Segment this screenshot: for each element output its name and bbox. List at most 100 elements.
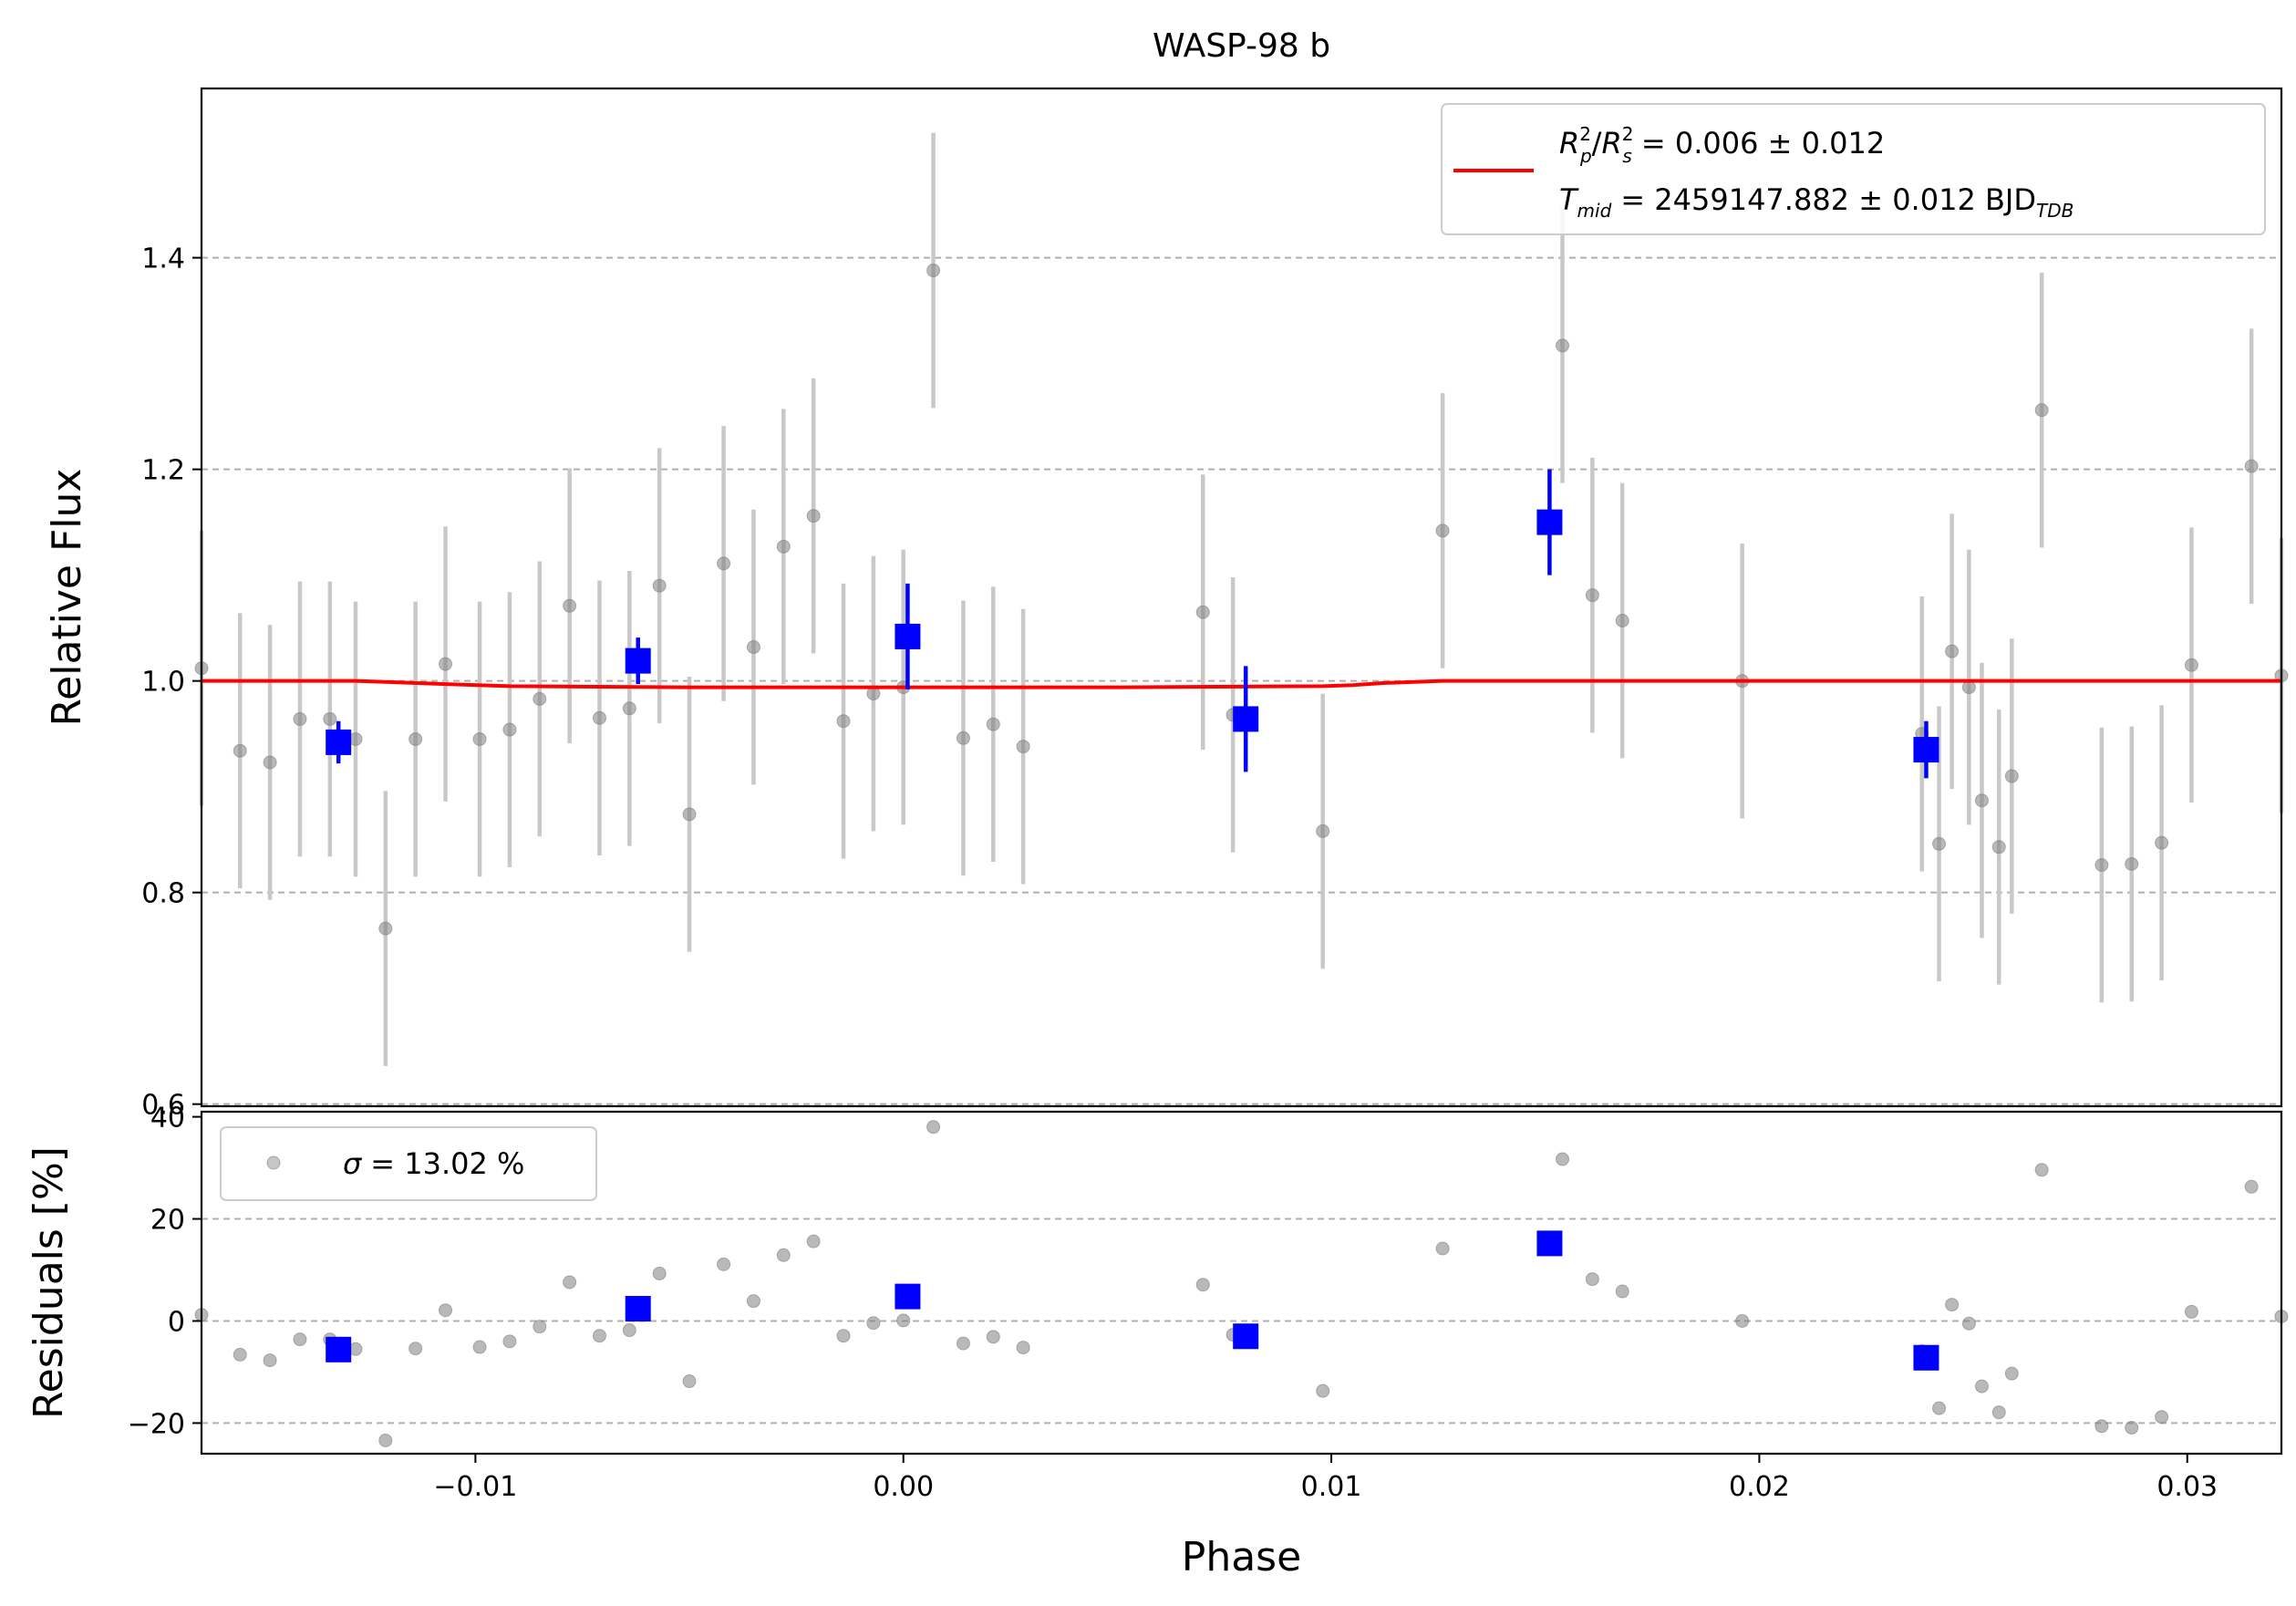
flux-raw-point	[1974, 793, 1989, 808]
phase-x-tick-label: 0.03	[2156, 1471, 2218, 1503]
flux-raw-point	[2004, 769, 2019, 783]
flux-raw-point	[1945, 644, 1960, 658]
flux-raw-point	[533, 691, 547, 706]
residuals-raw-point	[592, 1329, 606, 1343]
flux-y-tick-label: 1.4	[141, 243, 185, 275]
residuals-raw-point	[2094, 1419, 2109, 1434]
residuals-raw-point	[1556, 1152, 1570, 1166]
flux-raw-point	[2125, 856, 2139, 871]
residuals-raw-point	[2004, 1366, 2019, 1381]
flux-y-tick-label: 1.0	[141, 667, 185, 699]
flux-raw-point	[2244, 459, 2259, 473]
residuals-raw-point	[986, 1330, 1000, 1344]
flux-raw-point	[233, 743, 247, 758]
flux-raw-point	[472, 731, 487, 746]
flux-raw-point	[682, 807, 697, 822]
residuals-raw-point	[1974, 1379, 1989, 1394]
flux-panel: 0.60.81.01.21.4 WASP-98 b Relative Flux …	[44, 27, 2289, 1122]
flux-raw-point	[806, 509, 821, 523]
flux-binned-point	[1536, 509, 1563, 535]
phase-x-tick-label: 0.02	[1729, 1471, 1790, 1503]
residuals-raw-point	[896, 1313, 911, 1328]
flux-raw-point	[956, 730, 970, 745]
legend-rp-symbol: R	[1559, 126, 1579, 161]
flux-y-tick-label: 1.2	[141, 455, 185, 487]
legend-tdb-sub: TDB	[2036, 200, 2074, 222]
flux-raw-point	[652, 578, 667, 593]
legend-sigma-entry: σ = 13.02 %	[343, 1146, 524, 1181]
flux-raw-point	[1961, 680, 1976, 695]
legend-t-sub: mid	[1577, 200, 1612, 222]
flux-raw-point	[409, 731, 423, 746]
flux-raw-point	[2094, 858, 2109, 873]
flux-raw-point	[1932, 836, 1947, 851]
residuals-raw-point	[806, 1234, 821, 1249]
residuals-raw-point	[836, 1329, 851, 1343]
residuals-raw-point	[233, 1347, 247, 1362]
flux-legend: R2 p/R2 s = 0.006 ± 0.012 Tmid = 2459147.882…	[1441, 103, 2266, 235]
residuals-y-tick-label: −20	[128, 1408, 185, 1440]
residuals-y-tick-label: 40	[150, 1103, 185, 1135]
residuals-raw-point	[926, 1120, 941, 1135]
residuals-raw-point	[378, 1433, 393, 1447]
legend-tmid-entry: Tmid = 2459147.882 ± 0.012 BJDTDB	[1559, 182, 2074, 222]
flux-raw-point	[1556, 338, 1570, 353]
phase-x-tick-label: 0.00	[873, 1471, 934, 1503]
flux-raw-point	[1016, 740, 1030, 754]
legend-depth-value: = 0.006 ± 0.012	[1641, 126, 1885, 161]
legend-sigma-value: = 13.02 %	[370, 1146, 524, 1181]
residuals-raw-point	[563, 1275, 577, 1290]
flux-axes-frame	[200, 87, 2283, 1108]
residuals-legend: σ = 13.02 %	[220, 1126, 597, 1201]
residuals-raw-point	[472, 1340, 487, 1354]
legend-raw-marker	[266, 1155, 281, 1170]
flux-raw-point	[986, 717, 1000, 731]
chart-title: WASP-98 b	[1153, 27, 1330, 65]
legend-rs-sub: s	[1622, 145, 1631, 167]
residuals-binned-point	[1233, 1323, 1259, 1350]
residuals-raw-point	[1316, 1383, 1330, 1398]
residuals-raw-points	[194, 1120, 2289, 1447]
flux-raw-point	[1195, 605, 1210, 619]
residuals-raw-point	[1991, 1405, 2006, 1420]
flux-y-axis-label: Relative Flux	[44, 469, 90, 727]
legend-t-symbol: T	[1559, 182, 1579, 217]
legend-rs-sup: 2	[1622, 123, 1634, 145]
residuals-raw-point	[1016, 1341, 1030, 1355]
flux-raw-point	[1316, 824, 1330, 838]
residuals-raw-point	[533, 1320, 547, 1334]
residuals-raw-point	[263, 1353, 277, 1368]
flux-binned-point	[1913, 737, 1939, 763]
residuals-raw-point	[2155, 1410, 2169, 1425]
flux-raw-point	[502, 722, 517, 737]
residuals-binned-point	[326, 1336, 352, 1363]
residuals-y-tick-label: 0	[168, 1306, 185, 1338]
residuals-raw-point	[2184, 1304, 2198, 1319]
residuals-binned-point	[895, 1283, 921, 1310]
residuals-raw-point	[1585, 1272, 1599, 1287]
flux-legend-box	[1441, 103, 2266, 235]
residuals-raw-point	[866, 1316, 881, 1331]
flux-raw-point	[563, 598, 577, 613]
flux-raw-point	[926, 264, 941, 278]
residuals-grid	[202, 1217, 2281, 1425]
flux-raw-point	[836, 714, 851, 729]
residuals-y-tick-label: 20	[150, 1205, 185, 1237]
flux-raw-point	[1991, 840, 2006, 855]
flux-raw-point	[439, 657, 453, 671]
flux-raw-point	[622, 701, 636, 716]
phase-x-tick-label: 0.01	[1301, 1471, 1362, 1503]
legend-sigma-symbol: σ	[343, 1146, 363, 1181]
flux-raw-point	[1435, 523, 1450, 538]
legend-rs-symbol: R	[1601, 126, 1621, 161]
flux-raw-point	[776, 539, 791, 554]
flux-binned-point	[625, 648, 651, 674]
residuals-raw-point	[1615, 1284, 1629, 1299]
flux-raw-point	[293, 711, 307, 726]
residuals-raw-point	[717, 1257, 731, 1271]
flux-raw-point	[378, 921, 393, 936]
flux-raw-errorbars	[199, 132, 2284, 1066]
legend-rp-sub: p	[1579, 145, 1592, 167]
flux-raw-point	[2184, 658, 2198, 672]
flux-raw-point	[1615, 614, 1629, 628]
